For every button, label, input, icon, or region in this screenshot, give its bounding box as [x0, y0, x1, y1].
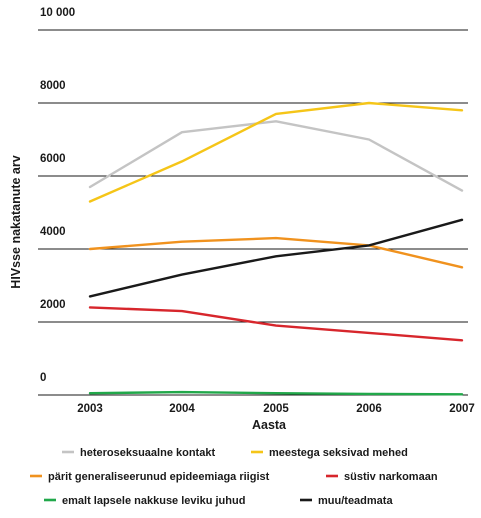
legend-label: emalt lapsele nakkuse leviku juhud — [62, 495, 245, 507]
legend-label: muu/teadmata — [318, 495, 393, 507]
series-line-0 — [88, 120, 464, 192]
y-tick-label: 0 — [40, 372, 46, 384]
x-tick-label: 2006 — [356, 403, 382, 415]
x-tick-label: 2004 — [169, 403, 195, 415]
x-axis-title: Aasta — [252, 418, 287, 432]
x-tick-label: 2007 — [449, 403, 475, 415]
gridlines — [38, 29, 468, 396]
legend-label: meestega seksivad mehed — [269, 447, 408, 459]
series-line-5 — [88, 218, 464, 298]
series-line-1 — [88, 101, 464, 203]
x-tick-labels: 2003 2004 2005 2006 2007 — [77, 403, 475, 415]
x-tick-label: 2003 — [77, 403, 103, 415]
legend-label: pärit generaliseerunud epideemiaga riigi… — [48, 471, 270, 483]
legend-label: heteroseksuaalne kontakt — [80, 447, 215, 459]
y-tick-label: 2000 — [40, 299, 66, 311]
y-tick-label: 10 000 — [40, 7, 75, 19]
y-tick-labels: 0 2000 4000 6000 8000 10 000 — [40, 7, 75, 384]
x-tick-label: 2005 — [263, 403, 289, 415]
legend-label: süstiv narkomaan — [344, 471, 438, 483]
y-axis-title: HIVsse nakatanute arv — [9, 155, 23, 288]
series-line-4 — [88, 390, 464, 396]
y-tick-label: 4000 — [40, 226, 66, 238]
y-tick-label: 6000 — [40, 153, 66, 165]
y-tick-label: 8000 — [40, 80, 66, 92]
series-line-2 — [88, 236, 464, 269]
legend: heteroseksuaalne kontakt meestega seksiva… — [30, 447, 438, 507]
series-lines — [88, 101, 464, 396]
series-line-3 — [88, 306, 464, 342]
